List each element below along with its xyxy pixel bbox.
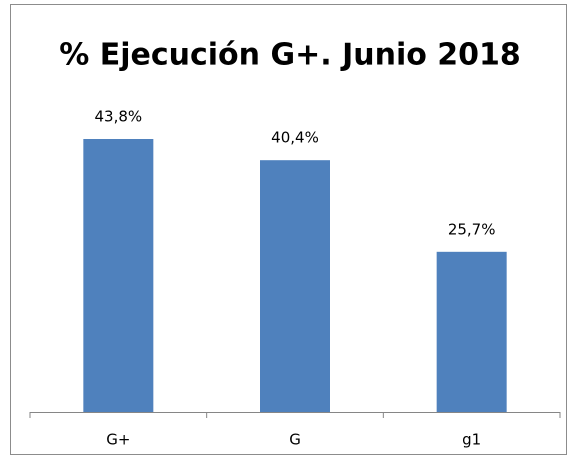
bar [436,251,507,412]
bar [83,139,154,412]
x-tick-label: G [289,431,301,449]
x-tick-label: g1 [462,431,481,449]
data-label: 43,8% [95,108,143,126]
x-tick-label: G+ [106,431,130,449]
data-label: 25,7% [448,220,496,238]
chart-title: % Ejecución G+. Junio 2018 [59,38,521,73]
data-label: 40,4% [271,129,319,147]
bar [260,160,330,412]
